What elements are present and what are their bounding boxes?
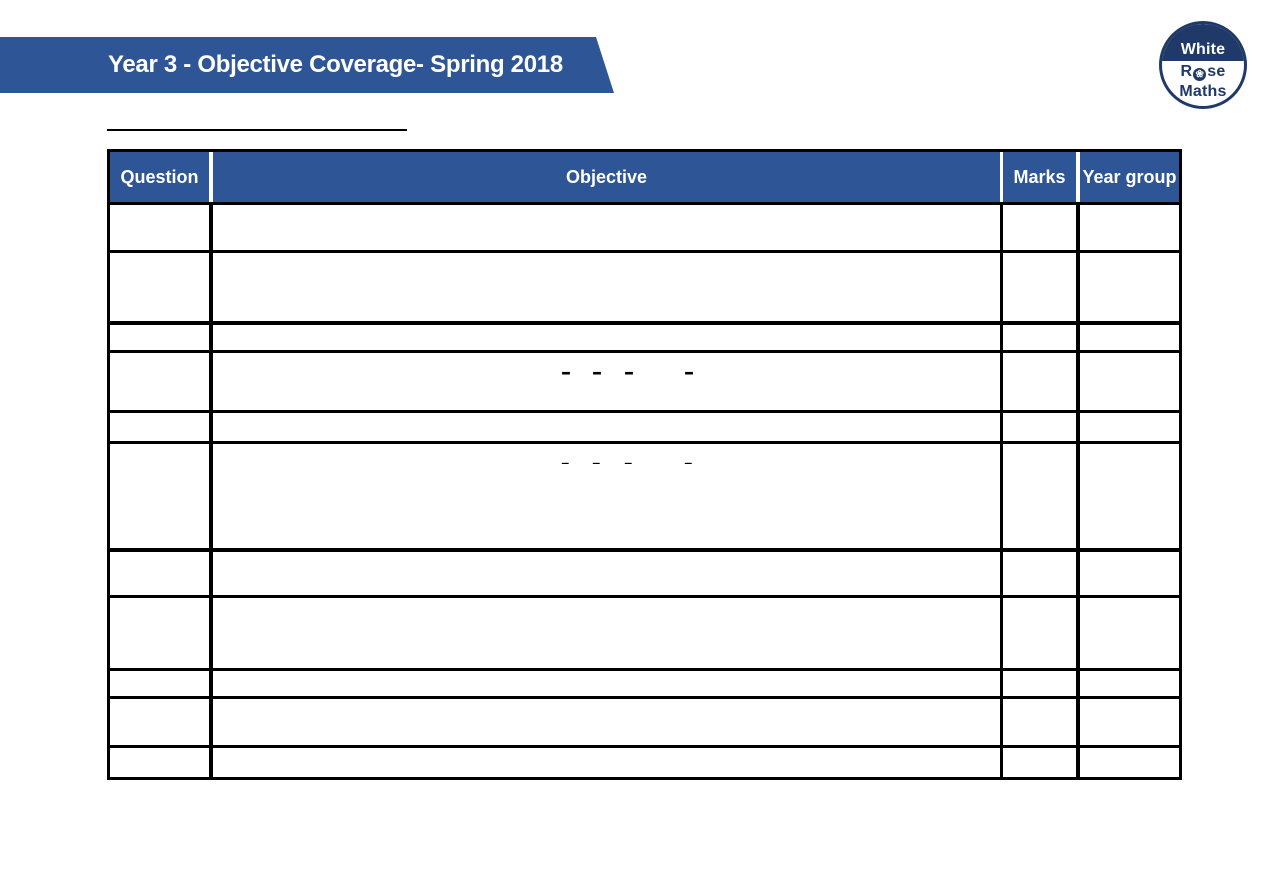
white-rose-maths-logo: White R ❀ se Maths: [1159, 21, 1247, 109]
cell-objective: [209, 325, 1000, 350]
cell-year-group: [1076, 748, 1179, 777]
cell-year-group: [1076, 413, 1179, 441]
cell-year-group: [1076, 253, 1179, 321]
table-row: [110, 595, 1179, 668]
cell-objective: [209, 413, 1000, 441]
logo-rose-prefix: R: [1180, 63, 1193, 80]
objective-dash-mark: –: [592, 453, 601, 473]
table-row: [110, 250, 1179, 321]
cell-question: [110, 552, 209, 595]
cell-year-group: [1076, 444, 1179, 548]
table-row: [110, 321, 1179, 350]
cell-marks: [1000, 444, 1076, 548]
objective-dash-mark: –: [624, 453, 633, 473]
table-header-row: Question Objective Marks Year group: [110, 152, 1179, 205]
logo-bottom: R ❀ se Maths: [1162, 61, 1244, 102]
table-row: [110, 205, 1179, 250]
cell-objective: [209, 598, 1000, 668]
cell-year-group: [1076, 552, 1179, 595]
table-row: [110, 668, 1179, 696]
cell-objective: [209, 205, 1000, 250]
cell-question: [110, 325, 209, 350]
cell-marks: [1000, 671, 1076, 696]
cell-year-group: [1076, 353, 1179, 410]
cell-objective: [209, 671, 1000, 696]
table-row: [110, 745, 1179, 777]
cell-question: [110, 444, 209, 548]
header-objective: Objective: [209, 152, 1000, 202]
header-question: Question: [120, 166, 199, 187]
cell-objective: – – – –: [209, 353, 1000, 410]
cell-year-group: [1076, 699, 1179, 745]
table-row: [110, 696, 1179, 745]
table-row: – – – –: [110, 350, 1179, 410]
table-row: [110, 410, 1179, 441]
cell-marks: [1000, 205, 1076, 250]
table-row: [110, 548, 1179, 595]
title-banner: Year 3 - Objective Coverage- Spring 2018: [0, 37, 614, 93]
cell-question: [110, 205, 209, 250]
cell-marks: [1000, 598, 1076, 668]
cell-year-group: [1076, 205, 1179, 250]
cell-marks: [1000, 353, 1076, 410]
objective-dash-mark: –: [592, 360, 602, 384]
rose-icon: ❀: [1193, 68, 1207, 81]
logo-rose-line: R ❀ se: [1162, 62, 1244, 82]
cell-question: [110, 671, 209, 696]
cell-question: [110, 699, 209, 745]
cell-question: [110, 353, 209, 410]
name-underline: [107, 129, 407, 131]
page-title: Year 3 - Objective Coverage- Spring 2018: [108, 51, 563, 78]
objective-coverage-table: Question Objective Marks Year group – – – –…: [107, 149, 1182, 780]
cell-question: [110, 413, 209, 441]
objective-dash-mark: –: [561, 453, 570, 473]
cell-marks: [1000, 413, 1076, 441]
logo-maths-text: Maths: [1179, 83, 1227, 100]
header-marks: Marks: [1000, 152, 1076, 202]
cell-marks: [1000, 552, 1076, 595]
cell-marks: [1000, 253, 1076, 321]
objective-dash-mark: –: [561, 360, 571, 384]
cell-question: [110, 598, 209, 668]
logo-rose-suffix: se: [1207, 63, 1226, 80]
cell-objective: [209, 699, 1000, 745]
cell-marks: [1000, 748, 1076, 777]
objective-dash-mark: –: [624, 360, 634, 384]
cell-marks: [1000, 699, 1076, 745]
header-year-group: Year group: [1076, 152, 1179, 202]
cell-marks: [1000, 325, 1076, 350]
cell-objective: [209, 552, 1000, 595]
objective-dash-mark: –: [684, 360, 694, 384]
cell-year-group: [1076, 671, 1179, 696]
cell-objective: [209, 253, 1000, 321]
table-body: – – – – – – – –: [110, 205, 1179, 777]
cell-year-group: [1076, 325, 1179, 350]
cell-question: [110, 253, 209, 321]
table-row: – – – –: [110, 441, 1179, 548]
cell-year-group: [1076, 598, 1179, 668]
logo-top-text: White: [1162, 24, 1244, 61]
cell-objective: – – – –: [209, 444, 1000, 548]
cell-objective: [209, 748, 1000, 777]
objective-dash-mark: –: [684, 453, 693, 473]
cell-question: [110, 748, 209, 777]
